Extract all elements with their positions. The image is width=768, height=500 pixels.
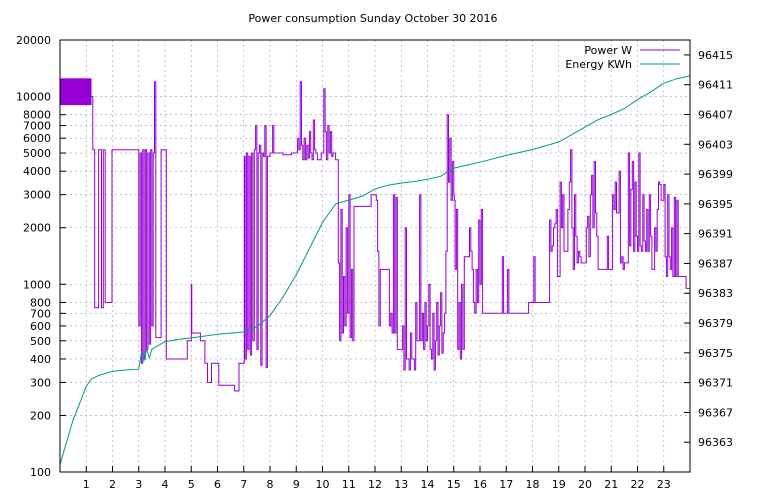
x-tick-label: 23: [657, 478, 671, 491]
y2-tick-label: 96379: [698, 317, 733, 330]
chart-title: Power consumption Sunday October 30 2016: [248, 12, 497, 25]
x-tick-label: 10: [316, 478, 330, 491]
y-tick-label: 3000: [23, 189, 51, 202]
x-tick-label: 3: [135, 478, 142, 491]
y-tick-label: 800: [30, 296, 51, 309]
y2-tick-label: 96371: [698, 377, 733, 390]
y2-tick-label: 96367: [698, 406, 733, 419]
x-tick-label: 19: [552, 478, 566, 491]
y-tick-label: 300: [30, 376, 51, 389]
y-tick-label: 200: [30, 409, 51, 422]
legend-label-energy: Energy KWh: [565, 58, 632, 71]
y2-tick-label: 96395: [698, 198, 733, 211]
x-tick-label: 14: [421, 478, 435, 491]
y2-tick-label: 96383: [698, 287, 733, 300]
y-tick-label: 4000: [23, 165, 51, 178]
y-tick-label: 6000: [23, 132, 51, 145]
y2-tick-label: 96407: [698, 108, 733, 121]
x-tick-label: 22: [631, 478, 645, 491]
x-tick-label: 15: [447, 478, 461, 491]
legend-label-power: Power W: [584, 44, 632, 57]
x-tick-label: 5: [188, 478, 195, 491]
y-tick-label: 700: [30, 307, 51, 320]
plot-series: [59, 75, 691, 465]
y2-tick-label: 96399: [698, 168, 733, 181]
series-line-power: [60, 81, 690, 392]
y2-tick-label: 96391: [698, 228, 733, 241]
y-tick-label: 20000: [16, 34, 51, 47]
y-tick-label: 8000: [23, 109, 51, 122]
x-tick-label: 8: [267, 478, 274, 491]
x-tick-label: 12: [368, 478, 382, 491]
y-tick-label: 10000: [16, 91, 51, 104]
y2-tick-label: 96403: [698, 138, 733, 151]
y-tick-label: 100: [30, 466, 51, 479]
y2-tick-label: 96387: [698, 257, 733, 270]
y2-tick-label: 96375: [698, 347, 733, 360]
y-tick-label: 5000: [23, 147, 51, 160]
grid-lines: [60, 40, 690, 472]
y-tick-label: 7000: [23, 120, 51, 133]
x-tick-label: 2: [109, 478, 116, 491]
legend: Power W Energy KWh: [565, 44, 680, 71]
x-tick-label: 16: [473, 478, 487, 491]
y2-tick-label: 96415: [698, 49, 733, 62]
power-dense-block: [60, 78, 92, 106]
x-tick-label: 20: [578, 478, 592, 491]
x-tick-label: 21: [604, 478, 618, 491]
x-tick-label: 6: [214, 478, 221, 491]
x-tick-label: 7: [240, 478, 247, 491]
y-tick-label: 2000: [23, 222, 51, 235]
x-tick-label: 4: [162, 478, 169, 491]
y-tick-label: 1000: [23, 278, 51, 291]
x-tick-label: 1: [83, 478, 90, 491]
x-tick-label: 18: [526, 478, 540, 491]
plot-frame: [59, 39, 691, 473]
axes: 1 2 3 4 5 6 7 8 9 10 11 12 13 14 15 16 17 18 19 20 21 22 23100…: [16, 34, 733, 491]
x-tick-label: 11: [342, 478, 356, 491]
x-tick-label: 17: [499, 478, 513, 491]
x-tick-label: 9: [293, 478, 300, 491]
x-tick-label: 13: [394, 478, 408, 491]
y-tick-label: 500: [30, 335, 51, 348]
y-tick-label: 600: [30, 320, 51, 333]
y2-tick-label: 96363: [698, 436, 733, 449]
y-tick-label: 400: [30, 353, 51, 366]
y2-tick-label: 96411: [698, 79, 733, 92]
series-line-energy: [59, 75, 691, 465]
